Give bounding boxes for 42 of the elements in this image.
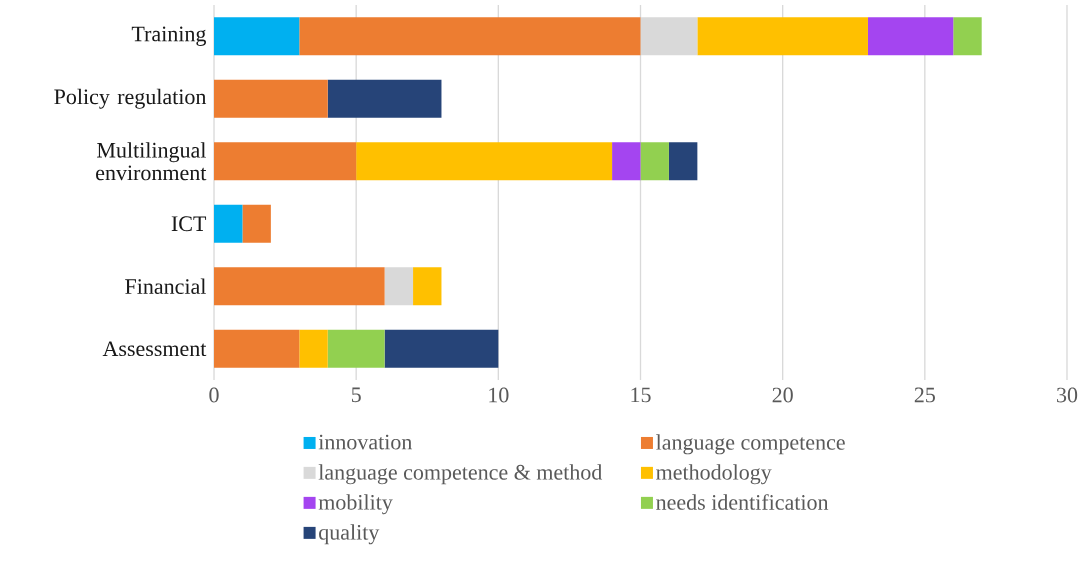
bar	[214, 79, 328, 118]
bar	[299, 17, 641, 56]
bar	[384, 329, 499, 368]
bar	[612, 142, 641, 181]
bar	[214, 204, 243, 243]
x-tick-label: 25	[914, 387, 935, 403]
bar	[668, 142, 698, 181]
bar	[640, 17, 698, 56]
bar	[214, 267, 385, 306]
bar	[299, 329, 328, 368]
bar	[384, 267, 414, 306]
legend-label: methodology	[656, 464, 772, 485]
x-tick-label: 20	[772, 387, 793, 403]
x-tick-label: 15	[631, 387, 651, 403]
bar	[214, 17, 300, 56]
legend-label: language competence & method	[318, 464, 603, 485]
bar	[413, 267, 442, 306]
bar	[356, 142, 613, 181]
x-tick-label: 0	[209, 387, 219, 403]
legend-label: mobility	[318, 494, 393, 515]
bar	[867, 17, 954, 56]
legend-label: innovation	[318, 434, 413, 450]
bar	[697, 17, 868, 56]
x-tick-label: 30	[1057, 387, 1078, 403]
legend-label: quality	[319, 524, 380, 545]
bar	[327, 329, 385, 368]
x-tick-label: 5	[351, 387, 361, 403]
bar	[242, 204, 271, 243]
bar	[214, 329, 300, 368]
bar	[214, 142, 357, 181]
bar	[640, 142, 669, 181]
bar	[327, 79, 442, 118]
legend-label: language competence	[656, 434, 845, 455]
x-tick-label: 10	[489, 387, 509, 403]
legend-label: needs identification	[656, 494, 829, 510]
y-tick-label: ICT	[171, 216, 207, 232]
y-tick-label: Assessment	[102, 341, 207, 357]
y-tick-label: Multilingual environment	[96, 142, 207, 181]
y-tick-label: Training	[131, 26, 206, 46]
bar	[953, 17, 982, 56]
y-tick-label: Financial	[125, 278, 206, 294]
y-tick-label: Policy regulation	[54, 88, 207, 109]
